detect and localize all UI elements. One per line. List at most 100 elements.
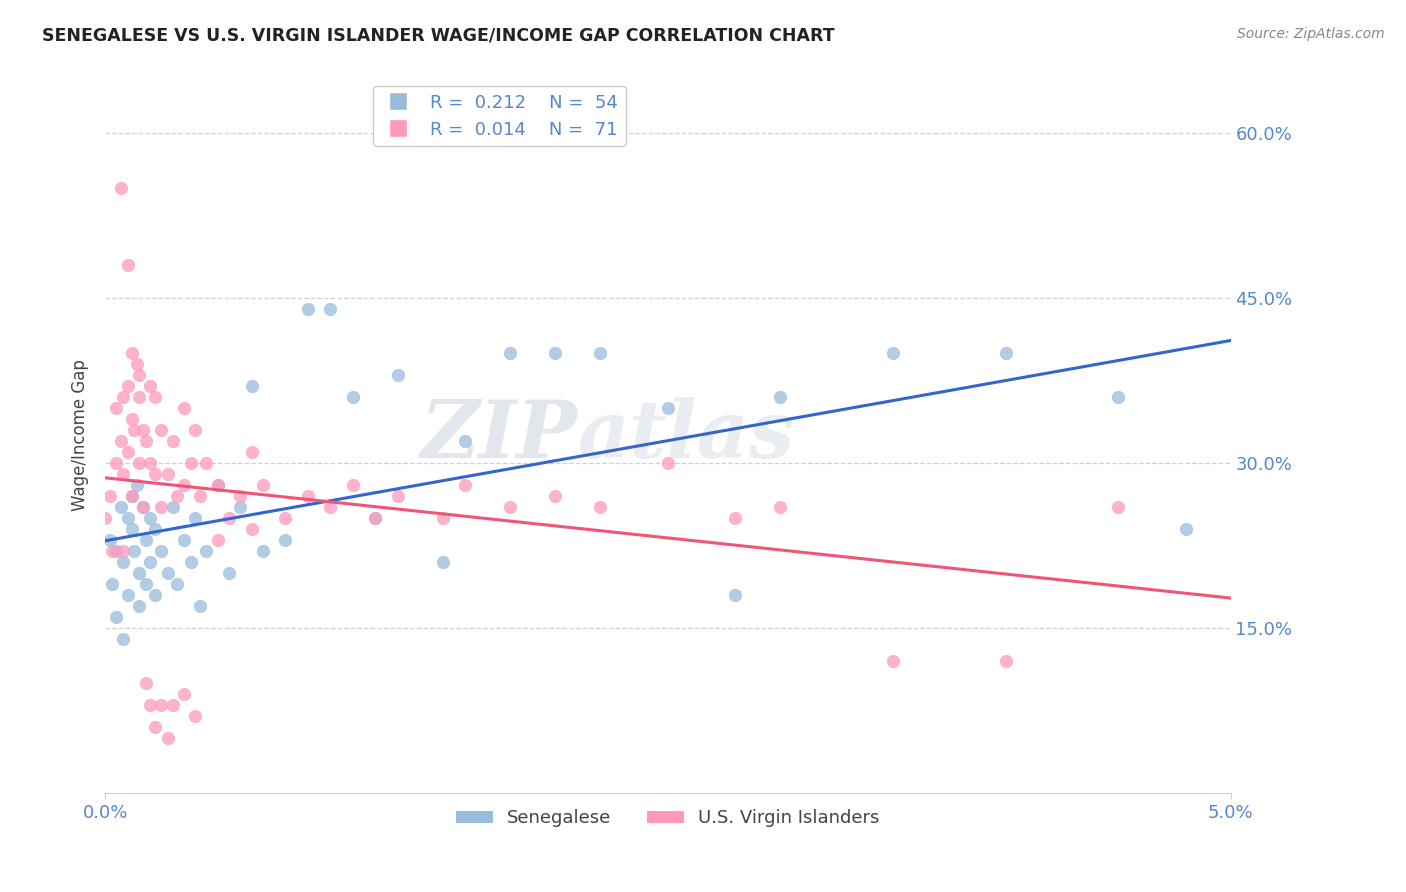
Point (105, 610, 128, 624)
Point (188, 599, 211, 613)
Point (112, 467, 135, 481)
Point (173, 401, 195, 415)
Point (207, 478, 229, 492)
Point (143, 720, 166, 734)
Point (1107, 500, 1129, 514)
Point (105, 401, 128, 415)
Point (124, 544, 146, 558)
Point (101, 544, 124, 558)
Point (128, 390, 150, 404)
Point (207, 478, 229, 492)
Point (110, 180, 132, 194)
Point (195, 544, 218, 558)
Point (252, 544, 274, 558)
Point (143, 467, 166, 481)
Point (128, 456, 150, 470)
Point (229, 489, 252, 503)
Point (342, 478, 364, 492)
Point (387, 368, 409, 382)
Point (229, 500, 252, 514)
Point (173, 687, 195, 701)
Point (139, 456, 162, 470)
Point (117, 588, 139, 602)
Point (157, 467, 180, 481)
Point (112, 632, 135, 647)
Point (180, 456, 202, 470)
Point (94, 511, 117, 525)
Point (162, 500, 184, 514)
Point (342, 390, 364, 404)
Point (240, 445, 263, 459)
Point (544, 489, 567, 503)
Point (143, 390, 166, 404)
Point (882, 346, 904, 360)
Point (319, 500, 342, 514)
Point (135, 434, 157, 448)
Point (994, 654, 1017, 668)
Point (180, 555, 202, 569)
Point (769, 390, 792, 404)
Point (121, 489, 143, 503)
Point (121, 489, 143, 503)
Point (128, 566, 150, 580)
Point (724, 511, 747, 525)
Point (274, 533, 297, 547)
Point (657, 456, 679, 470)
Point (98, 533, 121, 547)
Point (544, 346, 567, 360)
Y-axis label: Wage/Income Gap: Wage/Income Gap (72, 359, 89, 511)
Point (184, 709, 207, 723)
Point (125, 357, 148, 371)
Point (364, 511, 387, 525)
Point (724, 588, 747, 602)
Point (162, 434, 184, 448)
Point (150, 544, 173, 558)
Point (117, 511, 139, 525)
Point (207, 533, 229, 547)
Point (105, 544, 128, 558)
Point (132, 423, 155, 437)
Point (139, 698, 162, 713)
Point (150, 423, 173, 437)
Point (139, 379, 162, 393)
Point (110, 434, 132, 448)
Point (112, 544, 135, 558)
Point (173, 533, 195, 547)
Point (135, 533, 157, 547)
Point (188, 489, 211, 503)
Text: ZIP: ZIP (420, 397, 578, 475)
Point (364, 511, 387, 525)
Point (157, 566, 180, 580)
Point (1174, 522, 1197, 536)
Point (240, 379, 263, 393)
Point (128, 368, 150, 382)
Point (150, 698, 173, 713)
Point (135, 676, 157, 690)
Point (882, 654, 904, 668)
Point (499, 346, 522, 360)
Point (143, 522, 166, 536)
Point (121, 522, 143, 536)
Point (139, 555, 162, 569)
Point (121, 412, 143, 426)
Point (117, 258, 139, 272)
Point (657, 401, 679, 415)
Point (297, 489, 319, 503)
Point (112, 390, 135, 404)
Point (121, 346, 143, 360)
Point (184, 511, 207, 525)
Point (195, 456, 218, 470)
Point (218, 511, 240, 525)
Point (125, 478, 148, 492)
Point (274, 511, 297, 525)
Point (112, 555, 135, 569)
Point (769, 500, 792, 514)
Point (454, 478, 477, 492)
Point (319, 301, 342, 316)
Point (135, 577, 157, 591)
Point (387, 489, 409, 503)
Point (150, 500, 173, 514)
Point (184, 423, 207, 437)
Point (124, 423, 146, 437)
Point (240, 522, 263, 536)
